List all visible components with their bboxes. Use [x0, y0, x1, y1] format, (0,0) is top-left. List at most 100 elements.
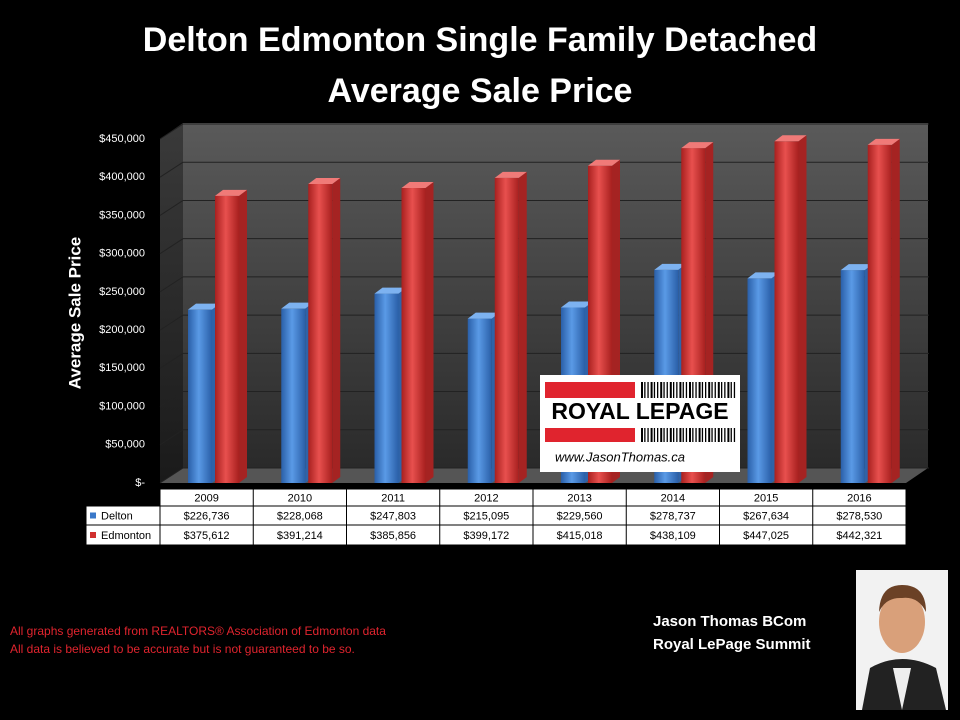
legend-label: Delton [101, 510, 133, 522]
data-label: $438,109 [650, 530, 696, 542]
barcode-line [663, 428, 665, 442]
bar-top [588, 159, 620, 166]
data-label: $226,736 [184, 510, 230, 522]
agent-name: Jason Thomas BCom [653, 613, 806, 630]
bar [215, 195, 239, 484]
barcode-line [705, 382, 707, 398]
bar [840, 270, 865, 483]
data-label: $442,321 [836, 530, 882, 542]
y-tick-label: $200,000 [99, 324, 145, 336]
bar-top [494, 171, 527, 178]
barcode-line [657, 428, 659, 442]
bar-top [308, 177, 341, 184]
x-tick-label: 2014 [661, 492, 685, 504]
barcode-line [676, 382, 678, 398]
x-tick-label: 2013 [567, 492, 591, 504]
legend-swatch [90, 512, 96, 519]
barcode-line [695, 428, 697, 442]
data-label: $375,612 [184, 530, 230, 542]
x-tick-label: 2015 [754, 492, 778, 504]
photo-hair [879, 585, 926, 612]
barcode-line [657, 382, 659, 398]
barcode-line [733, 382, 736, 398]
barcode-line [641, 382, 643, 398]
bar-top [281, 302, 314, 309]
data-label: $267,634 [743, 510, 789, 522]
y-tick-label: $450,000 [99, 133, 145, 145]
barcode-line [692, 382, 694, 398]
grid-line [159, 352, 184, 369]
x-tick-label: 2016 [847, 492, 871, 504]
data-label: $399,172 [463, 530, 509, 542]
back-wall [183, 123, 928, 468]
bar [467, 318, 492, 483]
grid-line [159, 391, 184, 407]
barcode-line [714, 382, 716, 398]
barcode-line [679, 428, 682, 442]
bar-side [798, 135, 807, 483]
bar-side [239, 189, 247, 484]
barcode-line [689, 382, 691, 398]
barcode-line [721, 428, 723, 442]
data-label: $415,018 [557, 530, 603, 542]
grid-line [159, 467, 184, 484]
bar [308, 183, 333, 483]
bar-side [518, 171, 527, 484]
x-tick-label: 2012 [474, 492, 498, 504]
bar-top [867, 138, 900, 145]
bar-top [681, 142, 714, 149]
plot: $- $50,000 $100,000 $150,000 $200,000 $250,00… [85, 123, 929, 546]
bar-side [891, 138, 900, 483]
barcode-line [711, 428, 713, 442]
photo-face [879, 591, 925, 653]
barcode-line [701, 382, 704, 398]
barcode-line [689, 428, 691, 442]
y-tick-label: $250,000 [99, 286, 145, 298]
bar-top [374, 287, 407, 294]
x-tick-label: 2009 [194, 492, 218, 504]
bar [774, 141, 799, 483]
barcode-line [733, 428, 736, 442]
barcode-line [653, 428, 656, 442]
barcode-line [685, 382, 688, 398]
bar-top [561, 301, 593, 308]
barcode-line [685, 428, 688, 442]
barcode-line [682, 382, 684, 398]
barcode-line [669, 382, 672, 398]
note: All data is believed to be accurate but … [10, 642, 355, 656]
agent-office: Royal LePage Summit [653, 636, 811, 653]
barcode-line [695, 382, 697, 398]
logo: ROYAL LEPAGE www.JasonThomas.ca [540, 375, 740, 472]
bar [747, 278, 772, 483]
barcode-line [676, 428, 678, 442]
barcode-line [663, 382, 665, 398]
logo-stripe [545, 428, 635, 442]
barcode-line [730, 428, 732, 442]
barcode-line [641, 428, 643, 442]
side-wall [160, 123, 183, 483]
bar-side [332, 177, 341, 483]
bar [494, 177, 519, 484]
barcode-line [724, 428, 726, 442]
barcode-line [660, 382, 663, 398]
grid-line [159, 429, 184, 446]
grid-line [159, 238, 184, 255]
barcode-line [669, 428, 672, 442]
data-label: $391,214 [277, 530, 323, 542]
grid-line [159, 123, 184, 140]
chart-title: Average Sale Price [328, 72, 633, 110]
barcode-line [650, 382, 653, 398]
bar-side [425, 182, 434, 483]
legend-label: Edmonton [101, 530, 151, 542]
data-label: $228,068 [277, 510, 323, 522]
bar-top [188, 303, 220, 310]
data-label: $247,803 [370, 510, 416, 522]
bar-top [467, 312, 500, 319]
photo-shirt [893, 668, 911, 710]
y-tick-label: $- [135, 477, 145, 489]
x-tick-label: 2011 [381, 492, 405, 504]
y-tick-label: $100,000 [99, 400, 145, 412]
note: All graphs generated from REALTORS® Asso… [10, 624, 386, 638]
grid-line [159, 276, 184, 293]
